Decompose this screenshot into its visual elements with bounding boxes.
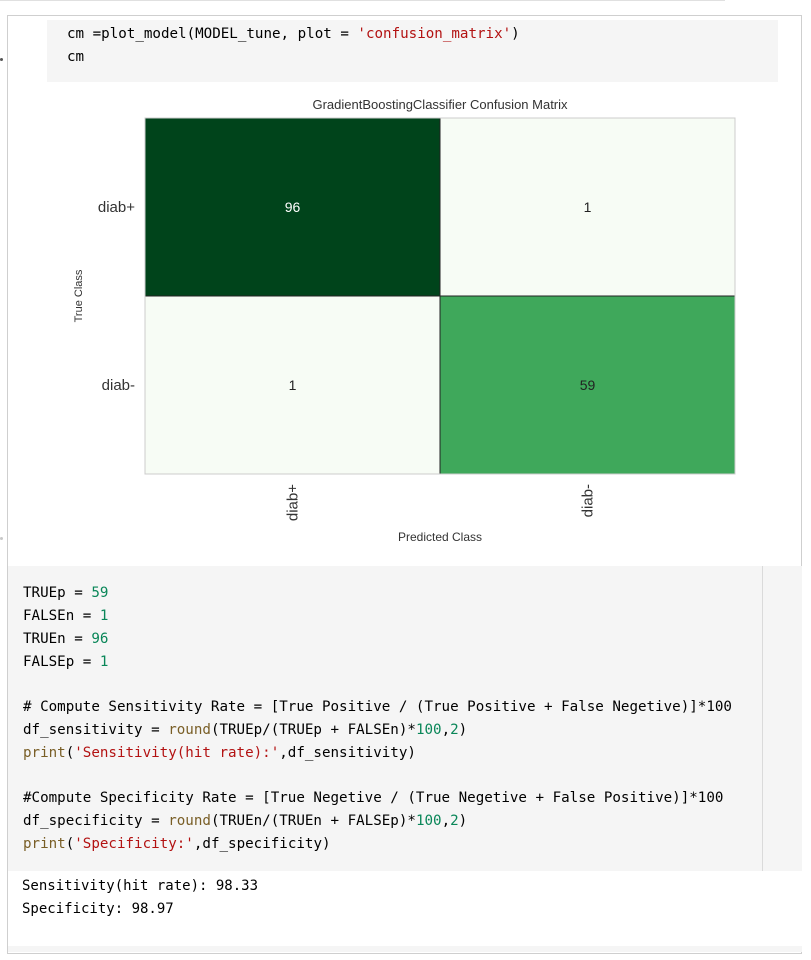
code-line: cm <box>67 49 85 65</box>
confusion-matrix-chart: GradientBoostingClassifier Confusion Mat… <box>73 97 736 544</box>
code-cell-metrics[interactable]: TRUEp = 59 FALSEn = 1 TRUEn = 96 FALSEp … <box>8 566 802 871</box>
cell-value-label: 1 <box>289 377 297 393</box>
code-token: ,df_specificity) <box>193 836 331 852</box>
chart-title: GradientBoostingClassifier Confusion Mat… <box>312 97 568 112</box>
number-token: 100 <box>415 813 442 829</box>
code-token: TRUEn = <box>23 631 92 647</box>
code-line: TRUEp = 59 <box>23 585 108 601</box>
number-token: 1 <box>99 608 109 624</box>
cell-output: Sensitivity(hit rate): 98.33 Specificity… <box>8 871 802 947</box>
x-tick-label: diab- <box>580 484 597 517</box>
code-token: ) <box>511 26 520 42</box>
top-divider <box>0 0 725 1</box>
code-line: FALSEn = 1 <box>23 608 108 624</box>
function-token: print <box>23 745 66 761</box>
code-token: FALSEn = <box>23 608 100 624</box>
y-tick-label: diab+ <box>98 199 135 216</box>
heatmap-cell <box>439 295 736 475</box>
y-axis-label: True Class <box>73 269 85 322</box>
comment-line: # Compute Sensitivity Rate = [True Posit… <box>23 699 732 715</box>
number-token: 96 <box>91 631 109 647</box>
code-cell-plot[interactable]: cm =plot_model(MODEL_tune, plot = 'confu… <box>47 20 778 82</box>
function-token: print <box>23 836 66 852</box>
code-token: df_sensitivity = <box>23 722 169 738</box>
function-token: round <box>168 722 211 738</box>
code-token: FALSEp = <box>23 654 100 670</box>
number-token: 2 <box>450 722 459 738</box>
plot-border <box>144 117 736 475</box>
function-token: round <box>168 813 211 829</box>
code-token: , <box>441 813 451 829</box>
code-line: df_sensitivity = round(TRUEp/(TRUEp + FA… <box>23 722 467 738</box>
number-token: 2 <box>450 813 459 829</box>
y-tick-label: diab- <box>102 377 135 394</box>
code-token: , <box>441 722 451 738</box>
code-token: ) <box>458 722 468 738</box>
cell-marker <box>0 58 3 61</box>
code-token: (TRUEn/(TRUEn + FALSEp)* <box>210 813 416 829</box>
code-token: cm =plot_model(MODEL_tune, plot = <box>67 26 358 42</box>
number-token: 1 <box>99 654 109 670</box>
code-line: TRUEn = 96 <box>23 631 108 647</box>
comment-line: #Compute Specificity Rate = [True Negeti… <box>23 790 724 806</box>
number-token: 59 <box>91 585 109 601</box>
code-token: ,df_sensitivity) <box>279 745 416 761</box>
string-token: 'Specificity:' <box>74 836 194 852</box>
number-token: 100 <box>415 722 442 738</box>
x-axis-label: Predicted Class <box>398 530 482 544</box>
code-line: cm =plot_model(MODEL_tune, plot = 'confu… <box>67 26 520 42</box>
code-line: print('Sensitivity(hit rate):',df_sensit… <box>23 745 416 761</box>
code-token: ) <box>458 813 468 829</box>
heatmap-cell <box>144 295 441 475</box>
code-line: df_specificity = round(TRUEn/(TRUEn + FA… <box>23 813 467 829</box>
code-token: (TRUEp/(TRUEp + FALSEn)* <box>210 722 416 738</box>
cell-value-label: 59 <box>580 377 596 393</box>
code-token: ( <box>65 745 75 761</box>
cell-value-label: 96 <box>285 199 301 215</box>
output-line-sensitivity: Sensitivity(hit rate): 98.33 <box>22 878 259 894</box>
heatmap-cell <box>144 117 441 297</box>
string-token: 'Sensitivity(hit rate):' <box>74 745 280 761</box>
code-token: TRUEp = <box>23 585 92 601</box>
string-token: 'confusion_matrix' <box>357 26 512 42</box>
column-guide <box>762 566 763 871</box>
x-tick-label: diab+ <box>285 484 302 521</box>
cell-bottom-strip <box>8 946 802 952</box>
code-line: print('Specificity:',df_specificity) <box>23 836 331 852</box>
output-line-specificity: Specificity: 98.97 <box>22 901 174 917</box>
confusion-matrix-plot: GradientBoostingClassifier Confusion Mat… <box>60 90 780 560</box>
code-token: ( <box>65 836 75 852</box>
code-line: FALSEp = 1 <box>23 654 108 670</box>
code-token: df_specificity = <box>23 813 169 829</box>
cell-marker <box>0 537 3 540</box>
cell-value-label: 1 <box>584 199 592 215</box>
